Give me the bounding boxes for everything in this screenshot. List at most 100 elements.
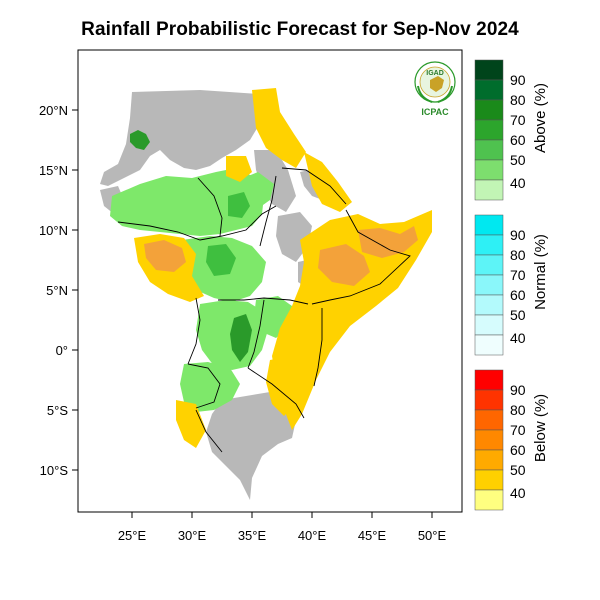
border-ethiopia-somalia bbox=[311, 209, 411, 305]
above-sudan-band bbox=[110, 168, 264, 236]
normal-swatch-3 bbox=[474, 254, 504, 276]
below-swatch-7 bbox=[474, 489, 504, 511]
logo-wreath-right bbox=[437, 85, 453, 103]
above-swatch-7 bbox=[474, 179, 504, 201]
above-dark-uganda bbox=[230, 314, 252, 362]
below-lake-victoria-region bbox=[266, 356, 300, 416]
above-swatch-5 bbox=[474, 139, 504, 161]
above-swatch-2 bbox=[474, 79, 504, 101]
below-somalia-north bbox=[358, 226, 418, 258]
lat-label-0: 0° bbox=[56, 343, 68, 358]
lon-label-30e: 30°E bbox=[178, 528, 207, 543]
normal-swatch-4 bbox=[474, 274, 504, 296]
below-swatch-4 bbox=[474, 429, 504, 451]
normal-label-90: 90 bbox=[510, 227, 526, 243]
forecast-map bbox=[100, 86, 434, 500]
icpac-logo: IGAD ICPAC bbox=[414, 61, 456, 117]
below-tanzania-west bbox=[176, 400, 206, 448]
normal-label-60: 60 bbox=[510, 287, 526, 303]
border-kenya-somalia bbox=[313, 308, 323, 387]
colorbar-above: 90 80 70 60 50 40 Above (%) bbox=[474, 59, 549, 201]
logo-wreath-left bbox=[417, 85, 433, 103]
below-label-80: 80 bbox=[510, 402, 526, 418]
lat-tick-labels: 20°N 15°N 10°N 5°N 0° 5°S 10°S bbox=[39, 103, 68, 478]
lat-label-10s: 10°S bbox=[40, 463, 69, 478]
colorbar-below: 90 80 70 60 50 40 Below (%) bbox=[474, 369, 549, 511]
lon-label-40e: 40°E bbox=[298, 528, 327, 543]
normal-label-80: 80 bbox=[510, 247, 526, 263]
below-label-60: 60 bbox=[510, 442, 526, 458]
below-swatch-6 bbox=[474, 469, 504, 491]
above-swatch-4 bbox=[474, 119, 504, 141]
above-title: Above (%) bbox=[532, 83, 549, 153]
below-ethiopia-north bbox=[252, 88, 306, 168]
normal-swatch-5 bbox=[474, 294, 504, 316]
below-swatch-2 bbox=[474, 389, 504, 411]
lon-label-35e: 35°E bbox=[238, 528, 267, 543]
lat-axis bbox=[72, 109, 78, 471]
above-rwanda-burundi bbox=[180, 362, 240, 412]
country-borders bbox=[117, 167, 411, 453]
below-ethiopia-east bbox=[318, 244, 370, 286]
lon-tick-labels: 25°E 30°E 35°E 40°E 45°E 50°E bbox=[118, 528, 447, 543]
normal-label-50: 50 bbox=[510, 307, 526, 323]
normal-title: Normal (%) bbox=[532, 234, 549, 310]
logo-map-shape bbox=[430, 76, 444, 92]
below-label-90: 90 bbox=[510, 382, 526, 398]
below-swatch-1 bbox=[474, 369, 504, 391]
border-tanzania-west bbox=[195, 409, 223, 453]
lat-label-20n: 20°N bbox=[39, 103, 68, 118]
border-sudan-ethiopia bbox=[259, 175, 277, 247]
above-label-50: 50 bbox=[510, 152, 526, 168]
above-swatch-6 bbox=[474, 159, 504, 181]
normal-swatch-2 bbox=[474, 234, 504, 256]
below-swatch-3 bbox=[474, 409, 504, 431]
above-mid-south-sudan bbox=[206, 244, 236, 276]
above-darfur-spot bbox=[130, 130, 150, 150]
map-title: Rainfall Probabilistic Forecast for Sep-… bbox=[81, 19, 519, 40]
border-sudan-south bbox=[117, 205, 277, 241]
below-title: Below (%) bbox=[532, 394, 549, 462]
lat-label-5n: 5°N bbox=[46, 283, 68, 298]
normal-swatch-1 bbox=[474, 214, 504, 236]
colorbar-normal: 90 80 70 60 50 40 Normal (%) bbox=[474, 214, 549, 356]
normal-label-40: 40 bbox=[510, 330, 526, 346]
lat-label-5s: 5°S bbox=[47, 403, 68, 418]
above-normal-areas bbox=[110, 130, 292, 412]
border-sudan-ss-mid bbox=[197, 177, 223, 237]
below-sudan-central bbox=[226, 156, 252, 182]
no-data-tanzania bbox=[206, 392, 296, 500]
lon-axis bbox=[131, 512, 433, 518]
border-ss-kenya-uganda bbox=[218, 297, 309, 305]
above-mid-sudan bbox=[228, 192, 250, 218]
lon-label-25e: 25°E bbox=[118, 528, 147, 543]
logo-icpac-text: ICPAC bbox=[421, 107, 449, 117]
lon-label-50e: 50°E bbox=[418, 528, 447, 543]
lat-label-15n: 15°N bbox=[39, 163, 68, 178]
above-label-60: 60 bbox=[510, 132, 526, 148]
above-swatch-1 bbox=[474, 59, 504, 81]
lon-label-45e: 45°E bbox=[358, 528, 387, 543]
below-label-40: 40 bbox=[510, 485, 526, 501]
border-kenya-tanzania bbox=[247, 367, 305, 419]
border-ss-uganda-west bbox=[187, 297, 201, 365]
no-data-north-sudan bbox=[100, 90, 262, 186]
above-label-70: 70 bbox=[510, 112, 526, 128]
below-label-70: 70 bbox=[510, 422, 526, 438]
below-cen-african-core bbox=[144, 240, 186, 272]
lat-label-10n: 10°N bbox=[39, 223, 68, 238]
border-ethiopia-eritrea bbox=[281, 167, 347, 205]
normal-label-70: 70 bbox=[510, 267, 526, 283]
above-swatch-3 bbox=[474, 99, 504, 121]
logo-igad-text: IGAD bbox=[426, 70, 444, 77]
below-swatch-5 bbox=[474, 449, 504, 471]
border-rwanda-burundi bbox=[187, 363, 221, 409]
below-label-50: 50 bbox=[510, 462, 526, 478]
normal-swatch-6 bbox=[474, 314, 504, 336]
above-label-40: 40 bbox=[510, 175, 526, 191]
border-uganda-kenya bbox=[247, 299, 265, 369]
below-horn bbox=[272, 210, 432, 430]
below-normal-areas bbox=[134, 88, 432, 448]
normal-swatch-7 bbox=[474, 334, 504, 356]
